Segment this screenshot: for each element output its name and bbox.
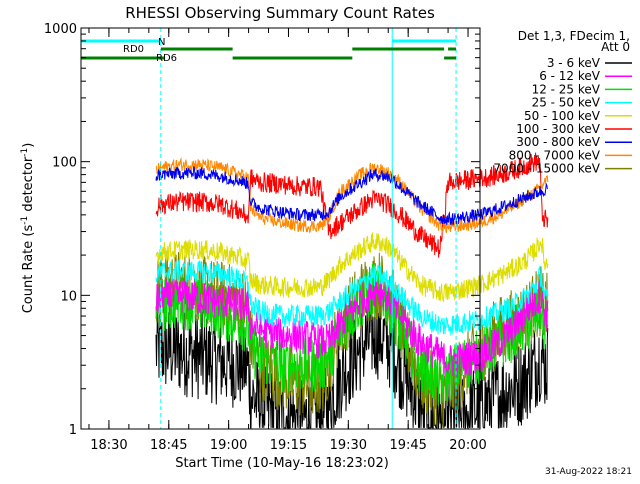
series-line [155, 232, 549, 302]
legend-entry-label: 7000 - 15000 keV [493, 162, 600, 176]
series-line [155, 275, 549, 378]
y-tick-label: 1 [69, 423, 77, 438]
y-label-mid: detector [21, 156, 36, 216]
axes-layer: 1 10 100 1000 18:30 18:45 19:00 19:15 19:30 19:45… [44, 22, 487, 453]
legend-entry-label: 800 - 7000 keV [509, 148, 601, 162]
legend-entry-label: 100 - 300 keV [516, 122, 600, 136]
rd0-bar-label: RD0 [123, 44, 144, 55]
x-tick-label: 18:30 [90, 438, 127, 453]
series-line [155, 166, 549, 226]
y-axis-label: Count Rate (s-1 detector-1) [20, 143, 36, 314]
legend-header-line-1: Det 1,3, FDecim 1, [518, 29, 630, 43]
y-tick-label: 10 [60, 289, 77, 304]
legend-entry-label: 300 - 800 keV [516, 135, 600, 149]
x-tick-label: 18:45 [150, 438, 187, 453]
legend-entry-label: 50 - 100 keV [524, 109, 601, 123]
series-line [155, 157, 549, 234]
legend-entry-label: 3 - 6 keV [547, 56, 601, 70]
legend-entry-label: 12 - 25 keV [532, 82, 601, 96]
chart-title: RHESSI Observing Summary Count Rates [125, 4, 435, 22]
y-tick-label: 1000 [44, 22, 77, 37]
x-tick-label: 19:30 [330, 438, 367, 453]
x-tick-label: 19:45 [389, 438, 426, 453]
y-label-end: ) [21, 143, 36, 148]
series-layer [155, 152, 549, 429]
x-tick-label: 19:15 [270, 438, 307, 453]
y-label-main: Count Rate (s [21, 225, 36, 314]
x-tick-label: 19:00 [210, 438, 247, 453]
x-axis-label: Start Time (10-May-16 18:23:02) [175, 456, 389, 471]
rd6-bar-label: RD6 [156, 53, 177, 64]
y-tick-label: 100 [52, 156, 77, 171]
y-label-sup2: -1 [20, 148, 30, 157]
legend-entry-label: 6 - 12 keV [539, 69, 601, 83]
y-label-sup1: -1 [20, 216, 30, 225]
date-stamp: 31-Aug-2022 18:21 [545, 467, 632, 477]
legend-entry-label: 25 - 50 keV [532, 96, 601, 110]
series-line [155, 260, 549, 336]
legend-header-line-2: Att 0 [601, 40, 630, 54]
x-tick-label: 20:00 [449, 438, 486, 453]
series-line [155, 152, 549, 258]
night-bar-label: N [158, 37, 165, 48]
plot-frame [80, 27, 481, 430]
